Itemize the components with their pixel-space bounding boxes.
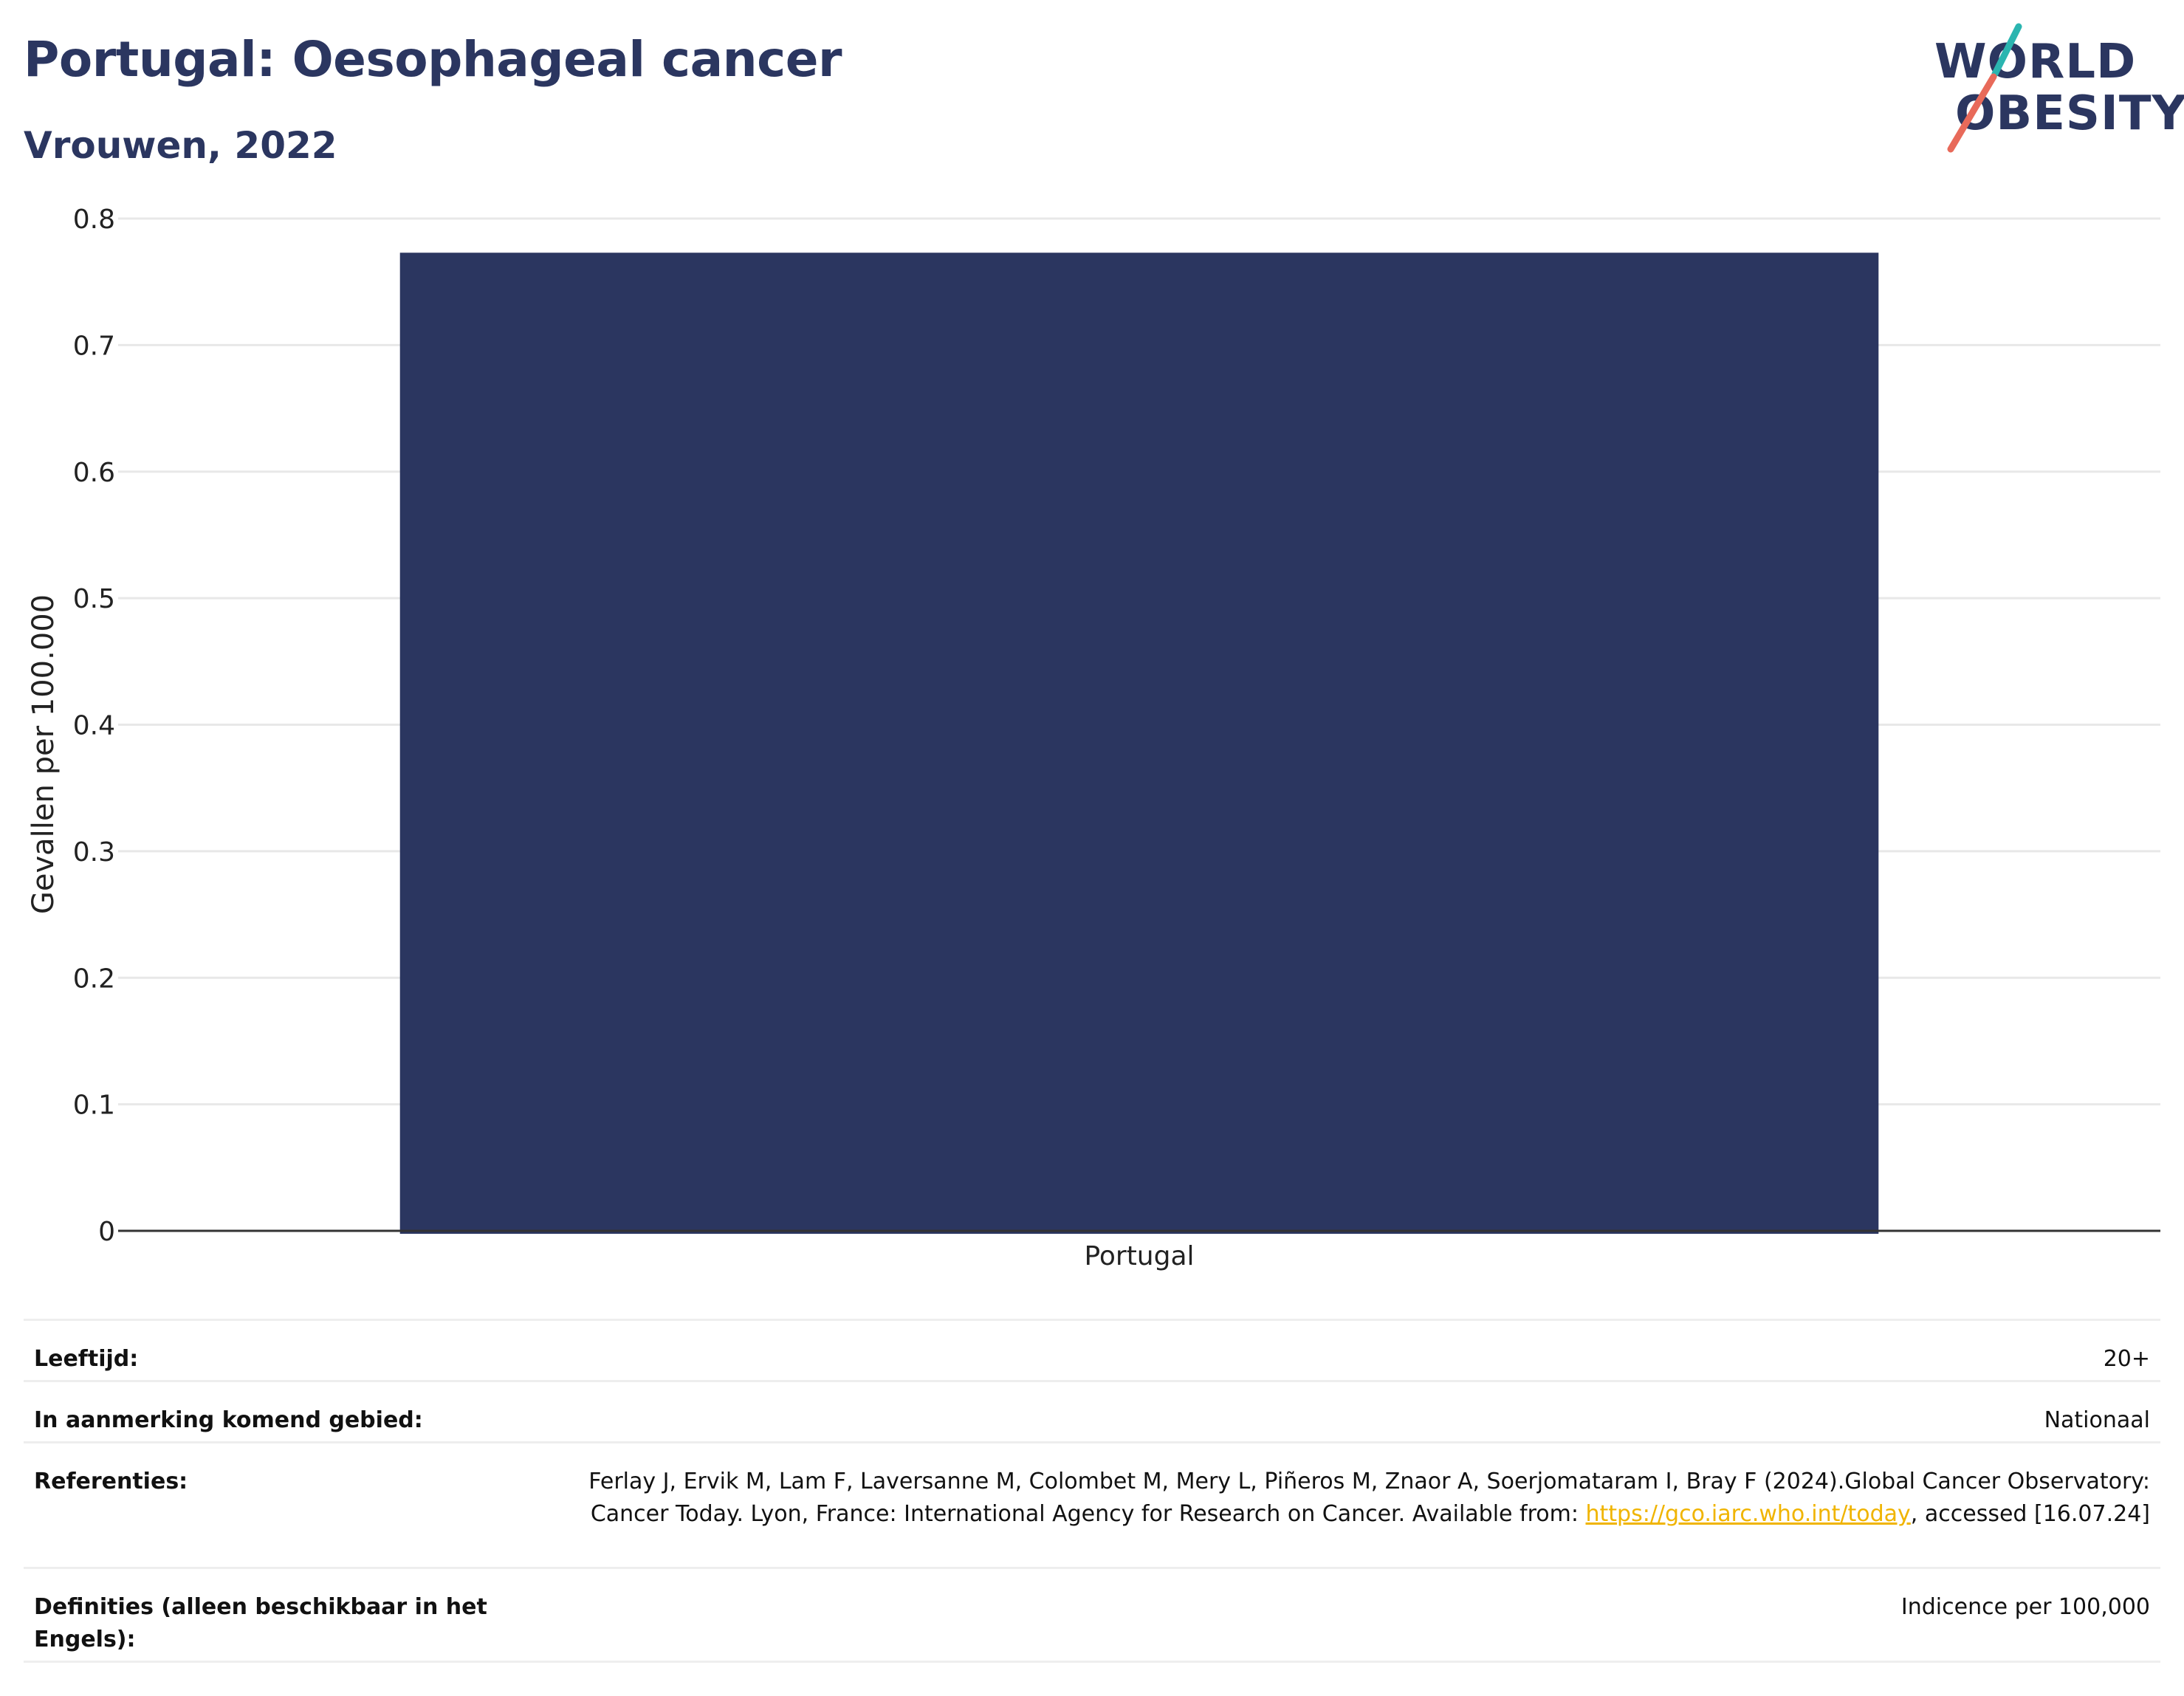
meta-row-area: In aanmerking komend gebied: Nationaal: [24, 1380, 2160, 1441]
y-axis-title: Gevallen per 100.000: [27, 594, 61, 914]
meta-age-value: 20+: [2103, 1346, 2150, 1372]
y-tick-label: 0.4: [73, 711, 115, 741]
chart-title: Portugal: Oesophageal cancer: [24, 31, 842, 88]
y-tick-label: 0.3: [73, 837, 115, 868]
meta-ref-label: Referenties:: [34, 1469, 188, 1494]
logo-word-world: WORLD: [1934, 35, 2137, 89]
y-tick-label: 0: [98, 1217, 115, 1247]
logo-slash-icon: [1947, 23, 2022, 153]
bar[interactable]: [399, 253, 1879, 1234]
y-tick-label: 0.8: [73, 205, 115, 235]
reference-link[interactable]: https://gco.iarc.who.int/today: [1585, 1501, 1911, 1527]
meta-row-age: Leeftijd: 20+: [24, 1319, 2160, 1380]
meta-age-label: Leeftijd:: [34, 1346, 139, 1372]
meta-area-label: In aanmerking komend gebied:: [34, 1407, 423, 1433]
meta-ref-text-1: Ferlay J, Ervik M, Lam F, Laversanne M, …: [588, 1469, 2150, 1527]
meta-row-definitions: Definities (alleen beschikbaar in het En…: [24, 1567, 2160, 1663]
logo-word-obesity: OBESITY: [1955, 86, 2184, 141]
y-tick-label: 0.5: [73, 584, 115, 614]
world-obesity-logo: WORLD OBESITY: [1920, 22, 2184, 155]
x-tick-label: Portugal: [1084, 1241, 1194, 1271]
meta-row-references: Referenties: Ferlay J, Ervik M, Lam F, L…: [24, 1441, 2160, 1567]
meta-area-value: Nationaal: [2044, 1407, 2150, 1433]
chart-subtitle: Vrouwen, 2022: [24, 124, 337, 167]
bar-chart: 0 0.1 0.2 0.3 0.4 0.5 0.6 0.7 0.8 Portugal Geval…: [27, 205, 2160, 1271]
meta-def-value: Indicence per 100,000: [1900, 1594, 2150, 1620]
y-tick-label: 0.6: [73, 458, 115, 488]
bars: [399, 253, 1879, 1234]
y-tick-label: 0.1: [73, 1091, 115, 1121]
y-tick-label: 0.7: [73, 331, 115, 361]
meta-def-label: Definities (alleen beschikbaar in het En…: [34, 1594, 487, 1652]
meta-ref-value: Ferlay J, Ervik M, Lam F, Laversanne M, …: [563, 1443, 2160, 1531]
meta-ref-text-2: , accessed [16.07.24]: [1910, 1501, 2150, 1527]
x-axis-ticks: Portugal: [1084, 1241, 1194, 1271]
metadata-table: Leeftijd: 20+ In aanmerking komend gebie…: [24, 1319, 2160, 1663]
y-tick-label: 0.2: [73, 964, 115, 994]
y-axis-ticks: 0 0.1 0.2 0.3 0.4 0.5 0.6 0.7 0.8: [73, 205, 115, 1247]
